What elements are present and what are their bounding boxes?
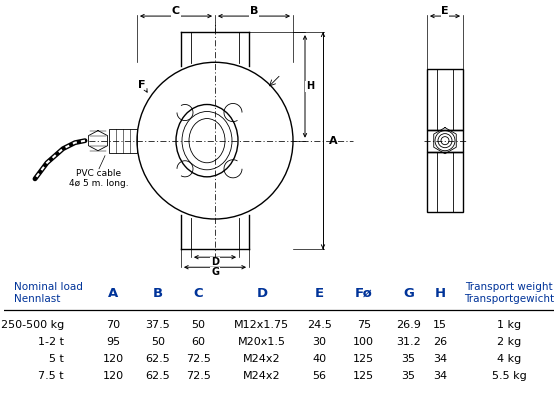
Text: 34: 34 — [433, 371, 447, 381]
Text: 72.5: 72.5 — [186, 354, 211, 364]
Text: 37.5: 37.5 — [145, 320, 170, 330]
Text: 24.5: 24.5 — [307, 320, 332, 330]
Text: 31.2: 31.2 — [396, 337, 421, 347]
Text: 62.5: 62.5 — [145, 371, 170, 381]
Text: 34: 34 — [433, 354, 447, 364]
Text: D: D — [211, 257, 219, 267]
Text: Transportgewicht: Transportgewicht — [465, 294, 554, 304]
Text: 5 t: 5 t — [49, 354, 64, 364]
Text: 5.5 kg: 5.5 kg — [492, 371, 527, 381]
Text: 1 kg: 1 kg — [497, 320, 521, 330]
Text: H: H — [306, 81, 314, 91]
Text: G: G — [403, 287, 414, 300]
Text: 35: 35 — [401, 354, 415, 364]
Text: PVC cable
4ø 5 m. long.: PVC cable 4ø 5 m. long. — [69, 169, 129, 188]
Text: 75: 75 — [357, 320, 371, 330]
Text: M24x2: M24x2 — [243, 354, 281, 364]
Text: 70: 70 — [106, 320, 120, 330]
Text: 120: 120 — [103, 371, 124, 381]
Text: 120: 120 — [103, 354, 124, 364]
Text: Fø: Fø — [355, 287, 373, 300]
Text: 95: 95 — [106, 337, 120, 347]
Text: 4 kg: 4 kg — [497, 354, 522, 364]
Text: Nominal load: Nominal load — [14, 282, 83, 292]
Text: C: C — [194, 287, 203, 300]
Text: 35: 35 — [401, 371, 415, 381]
Text: G: G — [211, 267, 219, 277]
Text: 26: 26 — [433, 337, 447, 347]
Text: A: A — [108, 287, 118, 300]
Text: 125: 125 — [353, 354, 375, 364]
Text: D: D — [256, 287, 268, 300]
Text: 26.9: 26.9 — [396, 320, 421, 330]
Text: 2 kg: 2 kg — [497, 337, 522, 347]
Text: H: H — [435, 287, 446, 300]
Text: B: B — [250, 6, 258, 16]
Text: C: C — [172, 6, 180, 16]
Text: A: A — [329, 136, 337, 146]
Text: M24x2: M24x2 — [243, 371, 281, 381]
Text: 30: 30 — [312, 337, 326, 347]
Text: M20x1.5: M20x1.5 — [238, 337, 286, 347]
Text: 50: 50 — [191, 320, 205, 330]
Text: 125: 125 — [353, 371, 375, 381]
Text: 72.5: 72.5 — [186, 371, 211, 381]
Text: 40: 40 — [312, 354, 326, 364]
Text: 1-2 t: 1-2 t — [38, 337, 64, 347]
Text: Transport weight: Transport weight — [466, 282, 553, 292]
Text: 60: 60 — [191, 337, 205, 347]
Text: E: E — [315, 287, 324, 300]
Text: 56: 56 — [312, 371, 326, 381]
Text: E: E — [441, 6, 449, 16]
Text: 15: 15 — [433, 320, 447, 330]
Text: F: F — [138, 80, 146, 91]
Text: 50: 50 — [151, 337, 165, 347]
Text: 250-500 kg: 250-500 kg — [1, 320, 64, 330]
Text: 62.5: 62.5 — [145, 354, 170, 364]
Text: B: B — [153, 287, 163, 300]
Text: 7.5 t: 7.5 t — [38, 371, 64, 381]
Text: M12x1.75: M12x1.75 — [234, 320, 289, 330]
Text: 100: 100 — [354, 337, 374, 347]
Text: Nennlast: Nennlast — [14, 294, 60, 304]
